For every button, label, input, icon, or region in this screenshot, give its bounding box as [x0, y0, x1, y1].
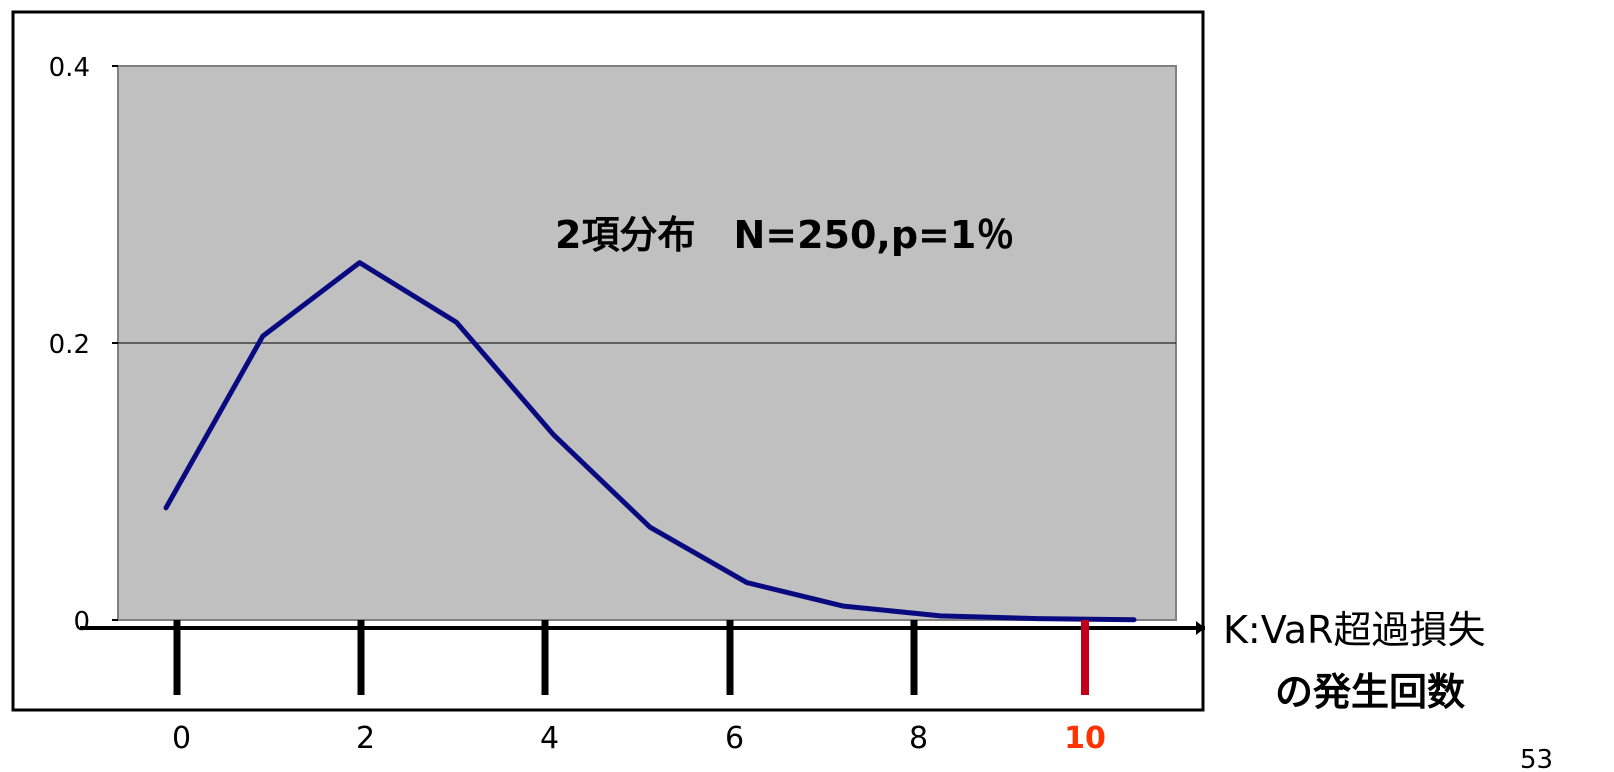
x-axis-arrowhead: [1196, 621, 1205, 635]
x-tick-label: 2: [356, 721, 375, 756]
y-tick-label: 0.2: [49, 330, 90, 360]
x-axis-label-line2: の発生回数: [1275, 670, 1465, 714]
x-tick-label: 0: [172, 721, 191, 756]
y-tick-label: 0.4: [49, 53, 90, 83]
x-tick-label: 6: [725, 721, 744, 756]
x-axis-ticks: 0 2 4 6 8 10: [172, 620, 1106, 756]
y-tick-label: 0: [73, 607, 90, 637]
distribution-annotation: 2項分布 N=250,p=1％: [555, 213, 1014, 257]
y-axis-ticks: 0 0.2 0.4: [49, 53, 118, 637]
page-number: 53: [1520, 745, 1553, 772]
series-layer: [163, 260, 1137, 623]
x-tick-label: 8: [909, 721, 928, 756]
x-tick-label: 4: [540, 721, 559, 756]
x-axis-label-line1: K:VaR超過損失: [1223, 608, 1485, 652]
x-tick-label-highlight: 10: [1064, 721, 1106, 756]
